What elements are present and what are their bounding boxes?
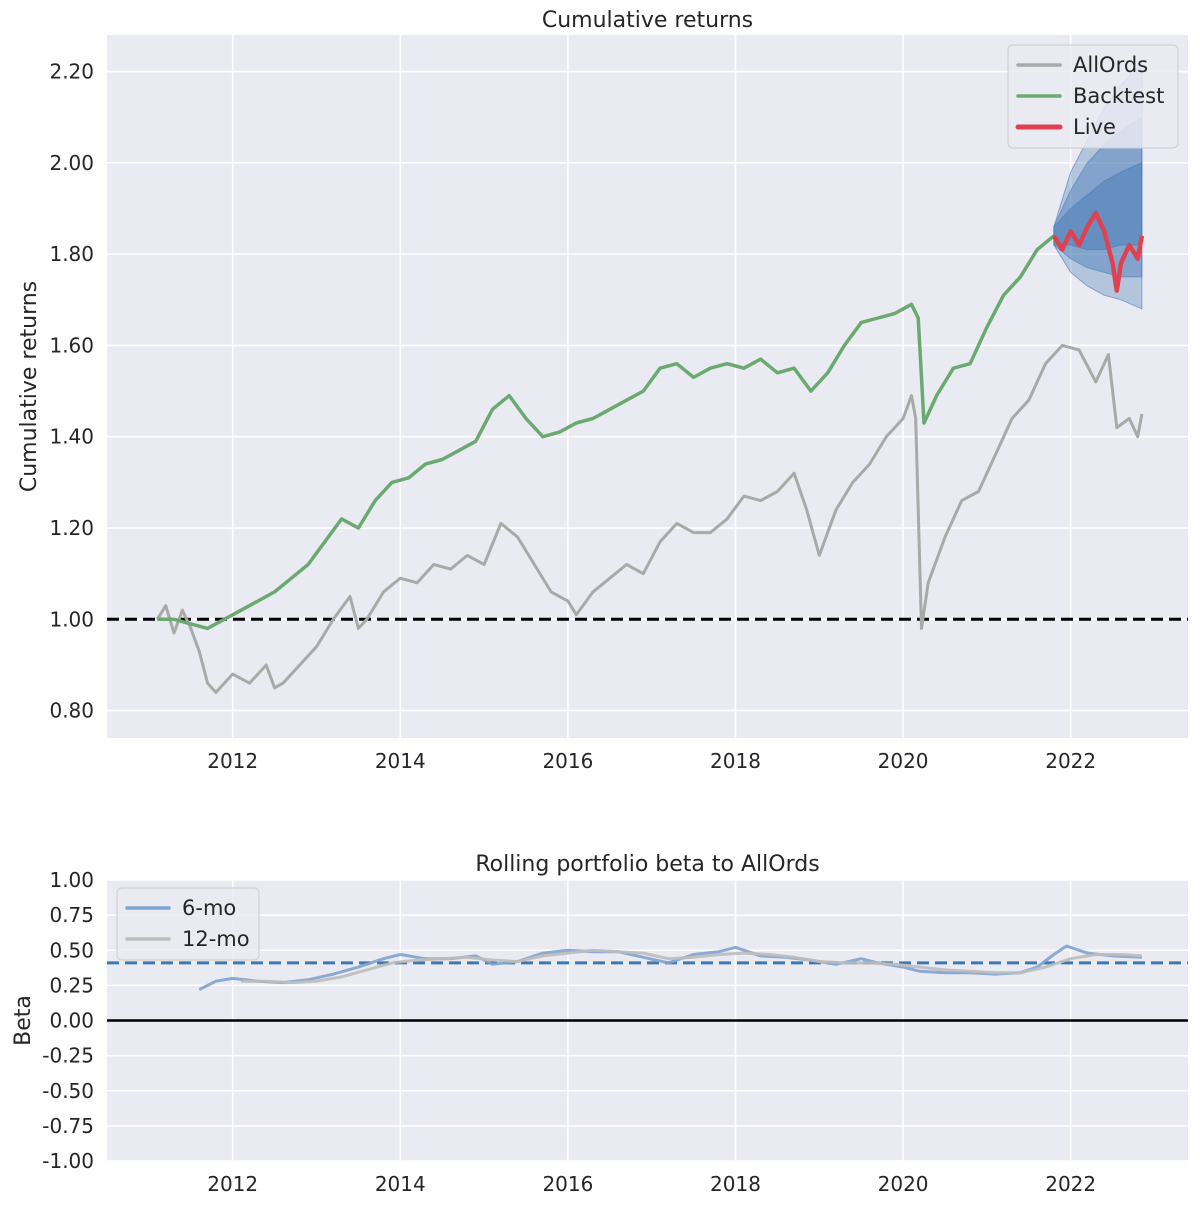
legend-box [116, 887, 260, 961]
legend-box [1007, 44, 1179, 149]
y-tick-label: 2.20 [49, 60, 94, 84]
y-tick-label: 0.25 [49, 973, 94, 997]
x-tick-label: 2022 [1045, 749, 1096, 773]
x-tick-label: 2022 [1045, 1172, 1096, 1196]
y-tick-label: -0.50 [42, 1079, 94, 1103]
chart-title: Rolling portfolio beta to AllOrds [475, 852, 819, 877]
legend-label: Live [1073, 115, 1116, 139]
y-tick-label: -0.75 [42, 1114, 94, 1138]
y-tick-label: 1.40 [49, 425, 94, 449]
x-tick-label: 2012 [207, 749, 258, 773]
y-tick-label: 0.80 [49, 699, 94, 723]
x-tick-label: 2012 [207, 1172, 258, 1196]
rolling-beta-chart: 2012 2014 2016 2018 2020 2022 1.00 0.75 0.50 0.25… [11, 852, 1188, 1196]
y-tick-label: 0.75 [49, 903, 94, 927]
y-tick-label: 0.00 [49, 1009, 94, 1033]
legend-label: Backtest [1073, 84, 1164, 108]
series-line-12-mo [241, 948, 1143, 985]
x-tick-label: 2014 [375, 1172, 426, 1196]
plot-content [107, 944, 1188, 1022]
y-tick-label: 1.00 [49, 868, 94, 892]
x-tick-label: 2018 [710, 1172, 761, 1196]
chart-title: Cumulative returns [542, 8, 753, 33]
y-tick-label: 1.80 [49, 242, 94, 266]
x-tick-label: 2018 [710, 749, 761, 773]
series-line-backtest [157, 234, 1056, 631]
y-axis-label: Beta [11, 995, 36, 1046]
x-tick-label: 2014 [375, 749, 426, 773]
y-tick-label: 1.00 [49, 607, 94, 631]
y-tick-label: 1.60 [49, 333, 94, 357]
x-tick-label: 2016 [542, 1172, 593, 1196]
x-tick-label: 2020 [878, 749, 929, 773]
legend-label: 6-mo [182, 896, 236, 920]
y-axis-label: Cumulative returns [17, 281, 42, 492]
y-tick-label: 0.50 [49, 938, 94, 962]
legend-label: AllOrds [1073, 53, 1148, 77]
series-line-allords [156, 343, 1144, 694]
y-tick-label: -0.25 [42, 1044, 94, 1068]
x-tick-label: 2016 [542, 749, 593, 773]
legend-label: 12-mo [182, 927, 250, 951]
cumulative-returns-chart: 2012 2014 2016 2018 2020 2022 0.80 1.00 1.20 1.40… [17, 8, 1188, 773]
y-tick-label: -1.00 [42, 1149, 94, 1173]
x-tick-label: 2020 [878, 1172, 929, 1196]
series-line-live [1051, 210, 1145, 293]
y-tick-label: 1.20 [49, 516, 94, 540]
y-tick-label: 2.00 [49, 151, 94, 175]
